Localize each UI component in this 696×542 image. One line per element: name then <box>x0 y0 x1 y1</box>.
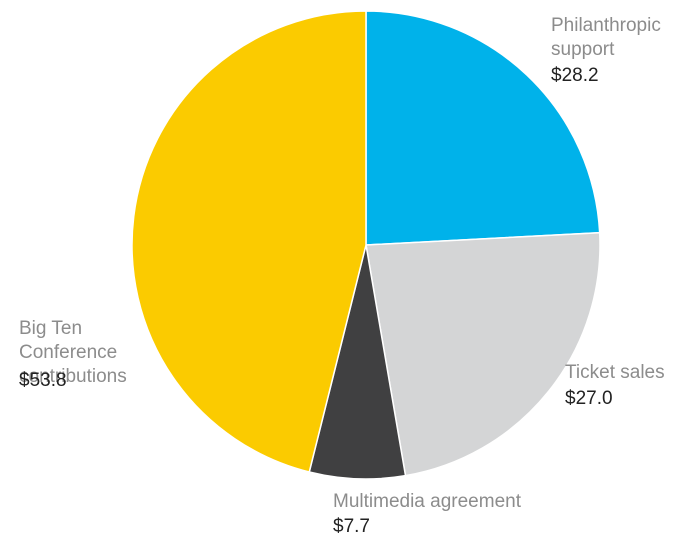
slice-philanthropic <box>365 10 601 246</box>
slice-value-multimedia: $7.7 <box>333 516 370 537</box>
pie-slices <box>131 10 601 480</box>
slice-value-philanthropic: $28.2 <box>551 65 599 86</box>
slice-value-ticket-sales: $27.0 <box>565 388 613 409</box>
slice-label-philanthropic: Philanthropic support <box>551 15 661 60</box>
slice-label-multimedia: Multimedia agreement <box>333 491 521 512</box>
slice-label-big-ten: Big Ten Conference contributions <box>19 318 127 387</box>
slice-big-ten <box>131 10 367 473</box>
slice-value-big-ten: $53.8 <box>19 370 67 391</box>
slice-label-ticket-sales: Ticket sales <box>565 362 665 383</box>
slice-ticket-sales <box>365 231 601 477</box>
